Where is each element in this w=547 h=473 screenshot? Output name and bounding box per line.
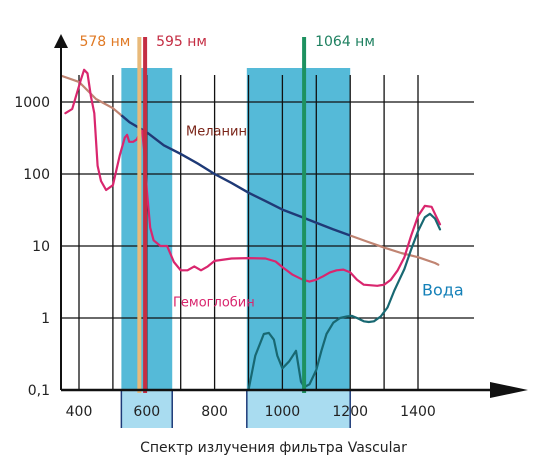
y-axis-arrow <box>54 34 68 48</box>
series-label-0: Меланин <box>186 125 247 140</box>
y-tick-label: 1000 <box>14 95 50 111</box>
x-tick-label: 1000 <box>265 404 301 420</box>
absorption-curves <box>60 68 442 392</box>
emission-bands <box>120 68 351 428</box>
laser-label-578: 578 нм <box>79 34 130 50</box>
y-tick-label: 1 <box>41 311 50 327</box>
x-tick-label: 600 <box>133 404 160 420</box>
laser-label-595: 595 нм <box>156 34 207 50</box>
chart-labels: 578 нм 595 нм 1064 нм 0,1 1 10 100 1000 400 600 80… <box>14 34 463 420</box>
series-label-1: Гемоглобин <box>173 295 255 310</box>
laser-lines <box>137 37 307 393</box>
emission-band-axis-1 <box>121 390 173 428</box>
x-tick-label: 1400 <box>400 404 436 420</box>
x-tick-label: 400 <box>66 404 93 420</box>
y-tick-label: 10 <box>32 239 50 255</box>
y-tick-label: 0,1 <box>28 383 50 399</box>
emission-band-axis-2 <box>246 390 351 428</box>
laser-label-1064: 1064 нм <box>315 34 375 50</box>
y-tick-label: 100 <box>23 167 50 183</box>
series-highlight-0 <box>120 114 351 237</box>
chart-caption: Спектр излучения фильтра Vascular <box>140 440 407 456</box>
x-tick-label: 1200 <box>332 404 368 420</box>
series-line-2 <box>247 212 442 392</box>
x-axis-arrow <box>490 382 528 398</box>
series-line-1 <box>64 68 442 287</box>
axes <box>54 34 528 398</box>
series-label-2: Вода <box>422 281 464 300</box>
x-tick-label: 800 <box>201 404 228 420</box>
